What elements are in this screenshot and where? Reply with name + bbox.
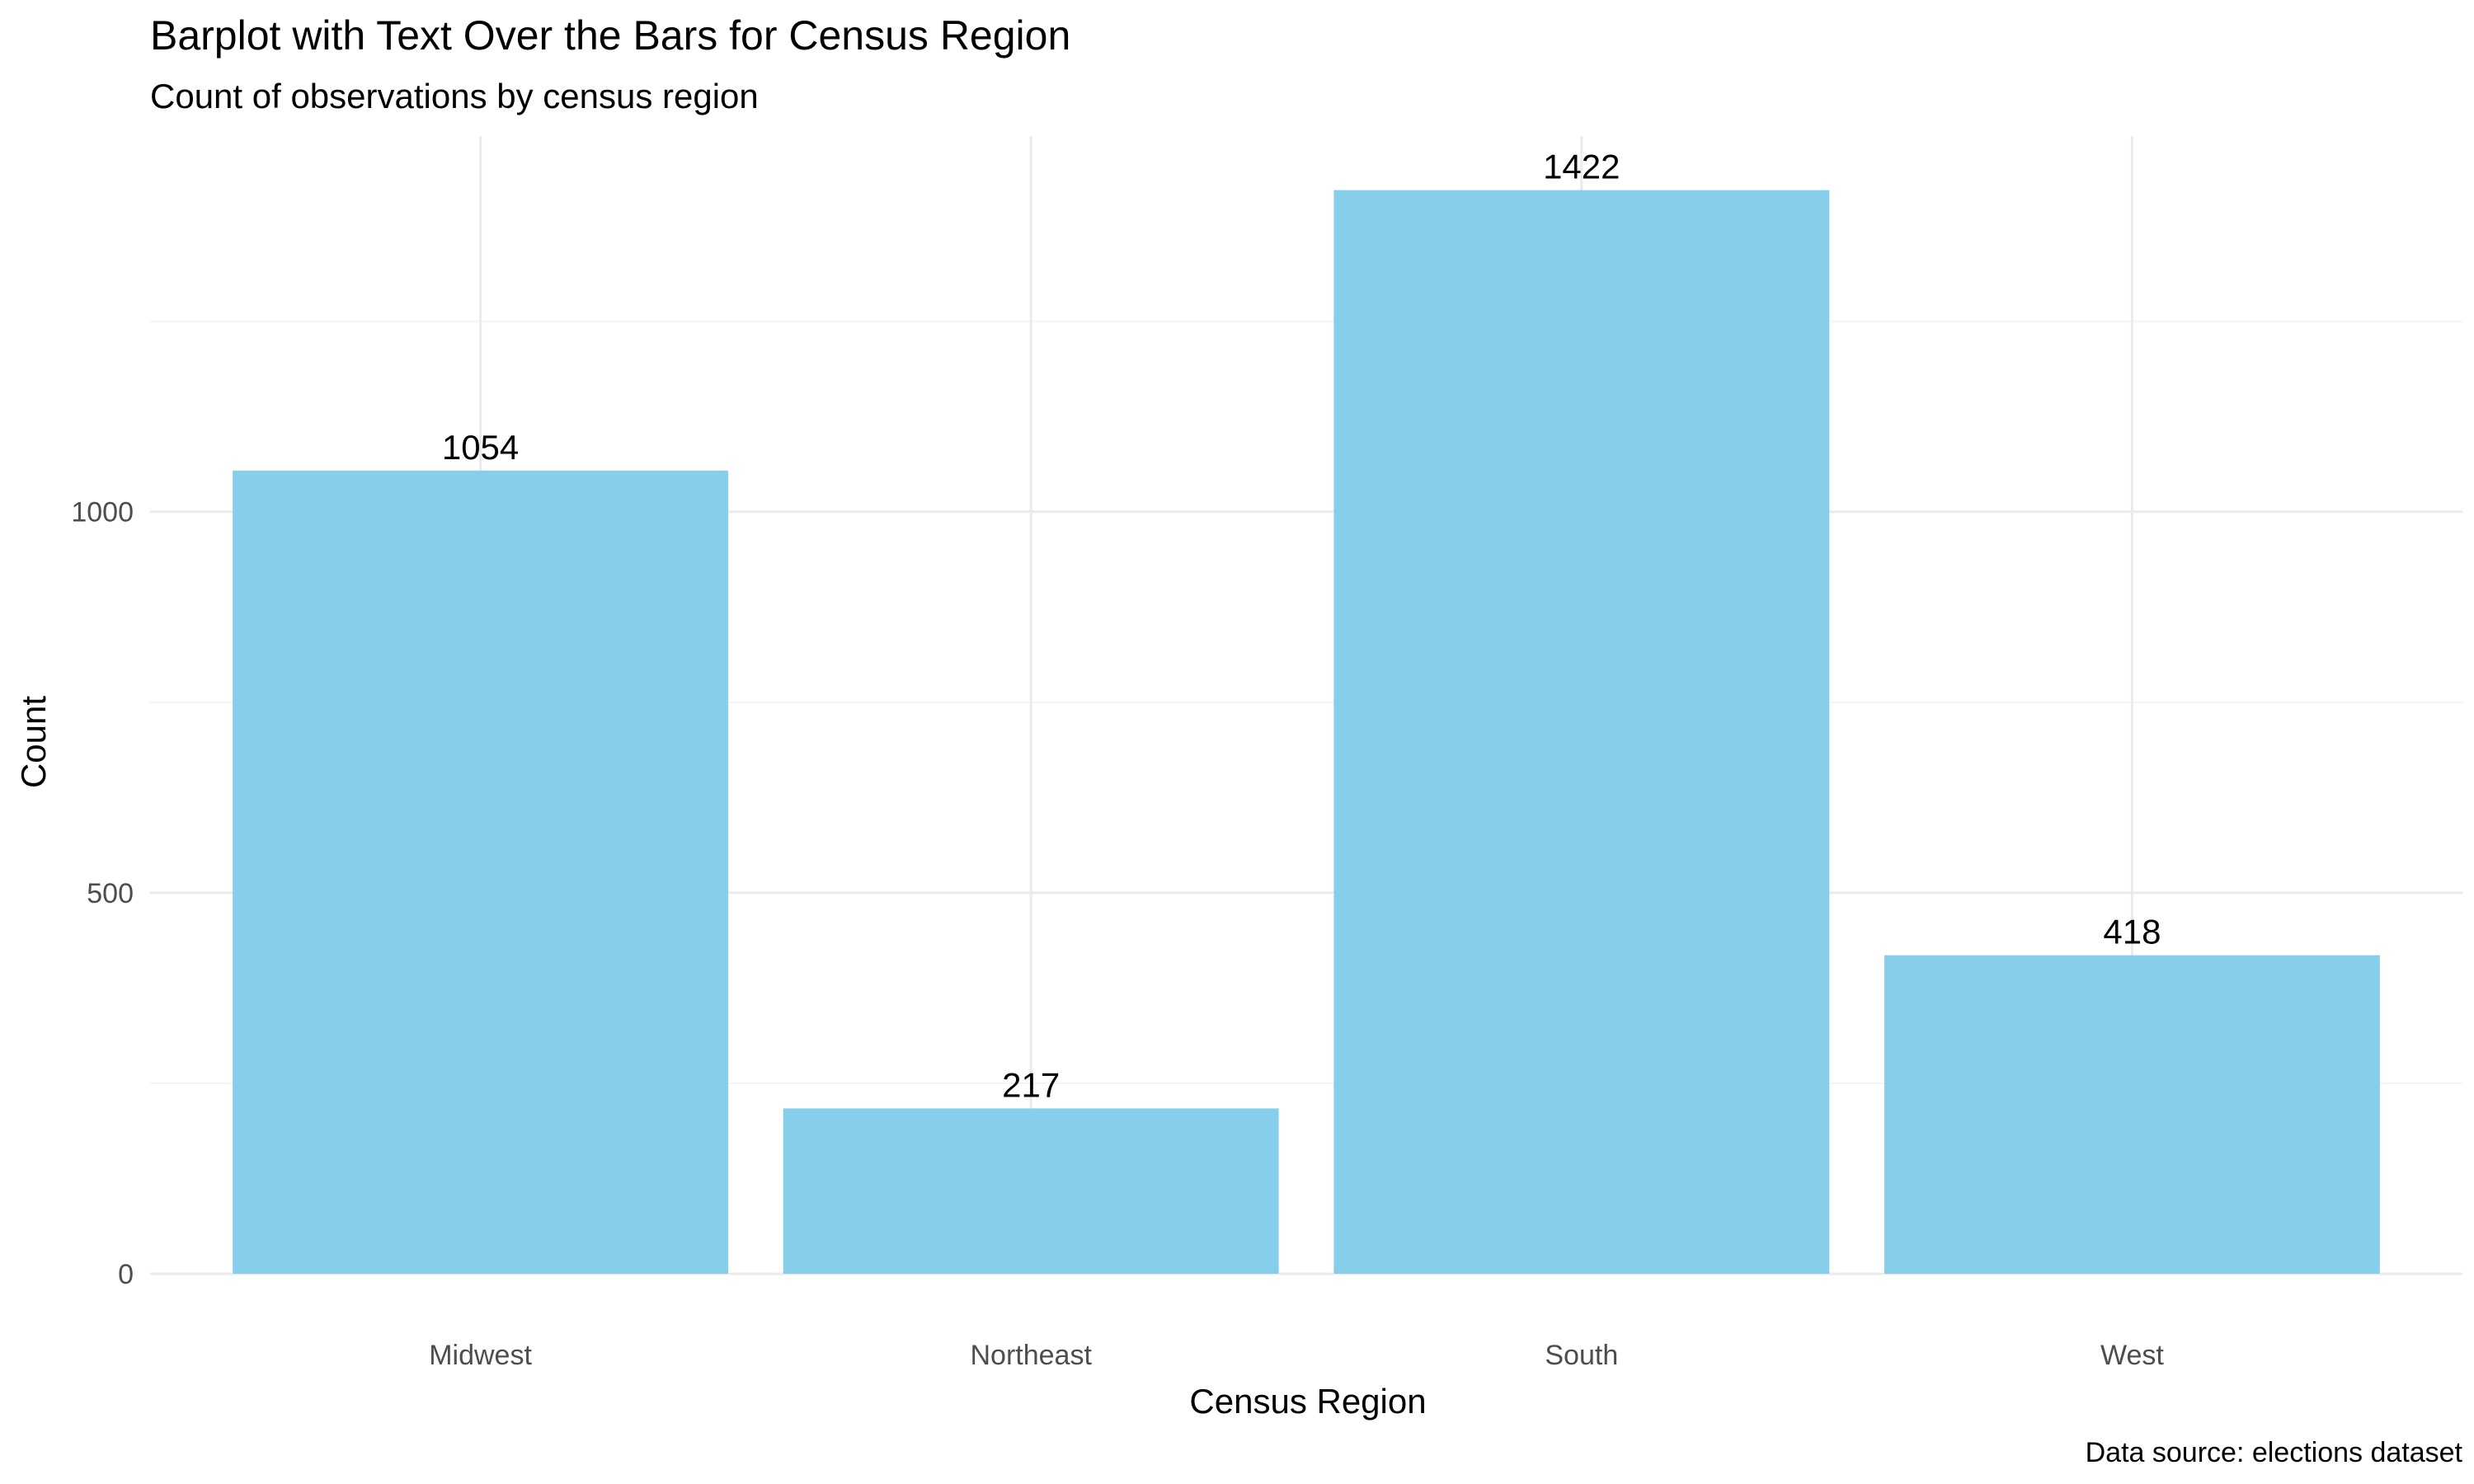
value-label-northeast: 217	[1002, 1065, 1060, 1104]
y-tick-label: 500	[87, 878, 134, 909]
value-label-south: 1422	[1543, 148, 1620, 186]
bar-northeast	[783, 1108, 1279, 1274]
bar-midwest	[233, 470, 729, 1274]
x-tick-label-northeast: Northeast	[970, 1340, 1092, 1371]
x-axis-title: Census Region	[1189, 1382, 1426, 1421]
value-label-west: 418	[2103, 913, 2161, 951]
bars	[233, 190, 2380, 1275]
x-axis-ticks: Midwest Northeast South West	[429, 1340, 2164, 1371]
value-labels: 1054 217 1422 418	[442, 148, 2161, 1105]
y-axis-ticks: 0 500 1000	[71, 497, 134, 1290]
x-tick-label-midwest: Midwest	[429, 1340, 532, 1371]
chart-subtitle: Count of observations by census region	[150, 77, 759, 115]
bar-south	[1333, 190, 1830, 1275]
x-tick-label-west: West	[2100, 1340, 2164, 1371]
chart-title: Barplot with Text Over the Bars for Cens…	[150, 12, 1070, 59]
bar-west	[1884, 955, 2380, 1274]
y-axis-title: Count	[14, 696, 53, 788]
x-tick-label-south: South	[1545, 1340, 1618, 1371]
y-tick-label: 0	[118, 1259, 134, 1290]
y-tick-label: 1000	[71, 497, 134, 528]
value-label-midwest: 1054	[442, 428, 519, 467]
chart-caption: Data source: elections dataset	[2086, 1437, 2463, 1468]
